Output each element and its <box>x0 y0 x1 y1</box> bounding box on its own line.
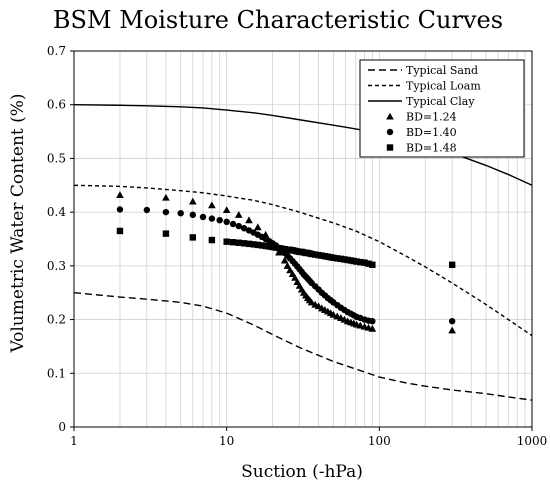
x-tick-label: 1 <box>70 434 78 448</box>
circle-point <box>208 215 216 222</box>
square-point <box>361 259 368 266</box>
legend-label: BD=1.24 <box>406 111 457 124</box>
legend-label: BD=1.40 <box>406 126 457 139</box>
square-point <box>341 256 348 263</box>
triangle-point <box>254 223 262 231</box>
square-point <box>269 243 276 251</box>
circle-point <box>448 317 456 325</box>
legend-label: BD=1.48 <box>406 142 457 155</box>
triangle-point <box>307 298 316 306</box>
triangle-point <box>234 211 243 218</box>
square-point <box>357 258 364 266</box>
square-point <box>116 227 124 235</box>
square-point <box>308 250 315 258</box>
x-tick-label: 1000 <box>517 434 548 448</box>
triangle-point <box>245 216 253 224</box>
y-tick-label: 0.4 <box>47 205 66 219</box>
circle-point <box>177 210 184 217</box>
data-points <box>116 191 456 334</box>
square-point <box>334 255 341 262</box>
square-point <box>235 239 242 246</box>
square-point <box>337 255 345 263</box>
circle-point <box>162 208 170 216</box>
y-tick-label: 0.1 <box>47 366 66 380</box>
square-point <box>365 260 372 267</box>
x-axis-label: Suction (-hPa) <box>241 462 363 482</box>
square-point <box>353 258 360 265</box>
square-point <box>162 230 170 237</box>
circle-point <box>199 213 207 221</box>
square-point <box>245 240 253 248</box>
square-point <box>315 251 322 259</box>
triangle-point <box>188 197 197 205</box>
square-point <box>262 242 269 250</box>
legend-label: Typical Sand <box>406 64 478 77</box>
y-tick-label: 0.5 <box>47 151 66 165</box>
curve-line <box>73 184 533 337</box>
legend-triangle-swatch <box>386 112 394 120</box>
triangle-point <box>448 326 456 334</box>
square-point <box>448 261 456 268</box>
triangle-point <box>356 321 365 329</box>
y-tick-label: 0.6 <box>47 98 66 112</box>
x-tick-label: 10 <box>219 434 234 448</box>
square-point <box>250 241 257 248</box>
square-point <box>223 238 230 245</box>
triangle-point <box>116 191 124 198</box>
square-point <box>240 240 248 247</box>
triangle-point <box>329 310 338 318</box>
circle-point <box>223 218 230 226</box>
triangle-point <box>280 256 289 264</box>
legend-circle-swatch <box>386 128 394 136</box>
circle-point <box>235 222 242 230</box>
triangle-point <box>208 201 216 209</box>
legend-label: Typical Clay <box>406 95 475 108</box>
y-axis-label: Volumetric Water Content (%) <box>8 93 28 353</box>
y-tick-label: 0.3 <box>47 259 66 273</box>
y-tick-label: 0.2 <box>47 313 66 327</box>
legend-label: Typical Loam <box>406 80 481 93</box>
square-point <box>311 251 319 258</box>
square-point <box>330 254 337 261</box>
square-point <box>266 243 273 250</box>
circle-point <box>116 206 124 213</box>
plot-frame <box>73 50 533 428</box>
y-tick-label: 0.7 <box>47 44 66 58</box>
circle-point <box>216 217 223 224</box>
chart-title: BSM Moisture Characteristic Curves <box>53 6 503 34</box>
y-tick-label: 0 <box>58 420 66 434</box>
circle-point <box>229 220 237 228</box>
square-point <box>229 239 237 246</box>
tick-labels: 1 10 100 1000 0 0.1 0.2 0.3 0.4 0.5 0.6 0.7 <box>47 44 547 448</box>
circle-point <box>240 225 248 232</box>
square-point <box>254 241 262 249</box>
triangle-point <box>162 193 170 201</box>
circle-point <box>369 317 376 325</box>
triangle-point <box>283 262 292 269</box>
circle-point <box>189 211 196 219</box>
square-point <box>369 261 376 268</box>
x-tick-label: 100 <box>368 434 391 448</box>
triangle-point <box>368 324 377 332</box>
curve-line <box>73 292 533 401</box>
triangle-point <box>222 206 231 214</box>
square-point <box>208 236 216 244</box>
legend-box <box>359 59 525 158</box>
legend: Typical Sand Typical Loam Typical Clay BD=1… <box>359 59 525 158</box>
square-point <box>189 234 196 241</box>
square-point <box>258 242 266 249</box>
legend-square-swatch <box>386 144 394 151</box>
grid <box>74 51 532 427</box>
circle-point <box>143 206 151 214</box>
